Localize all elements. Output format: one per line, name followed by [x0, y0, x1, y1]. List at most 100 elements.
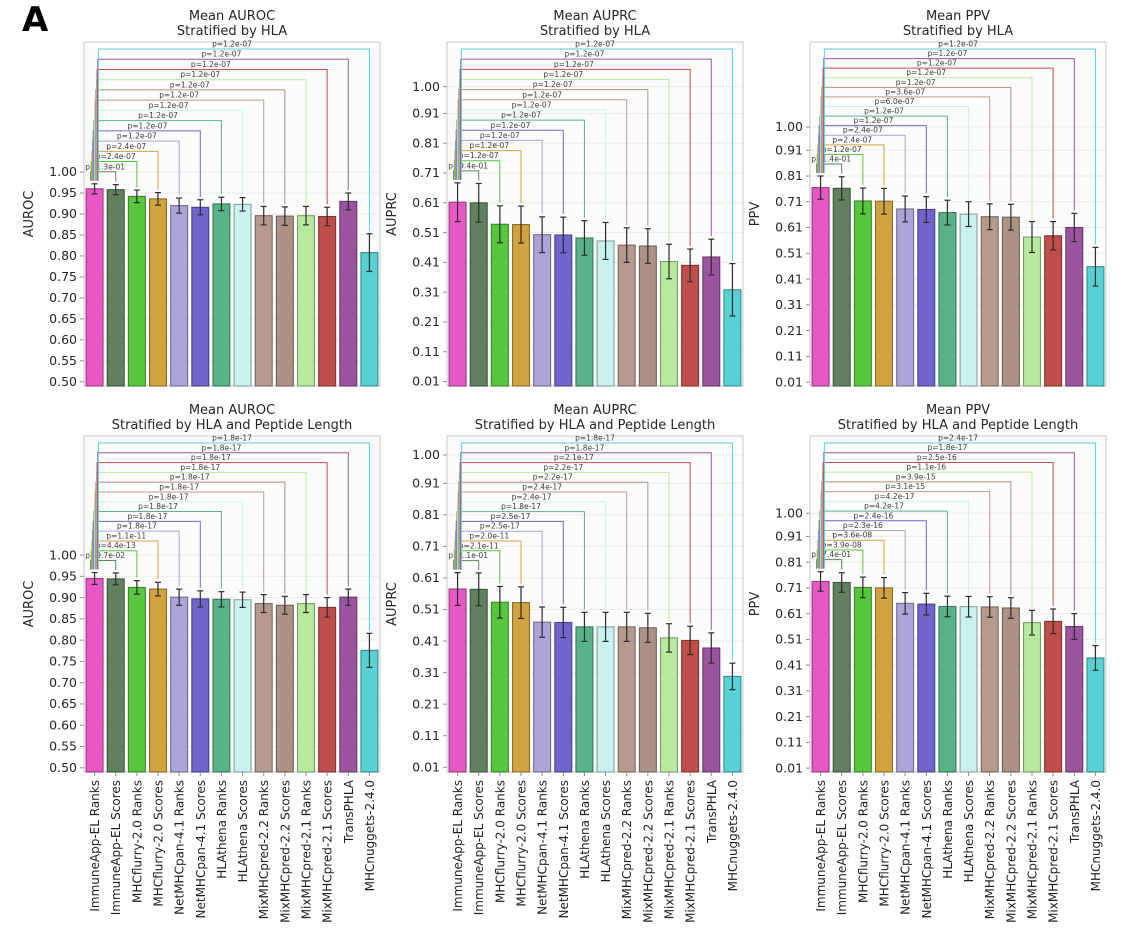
bar: [533, 621, 552, 773]
bar: [874, 587, 894, 773]
x-tick-label: HLAthena Ranks: [941, 780, 955, 879]
bar: [896, 208, 915, 387]
significance-bracket: [823, 442, 1096, 643]
bar: [702, 647, 721, 773]
significance-bracket: [818, 520, 927, 591]
significance-bracket: [90, 550, 138, 578]
x-tick-label-group: MHCnuggets-2.4.0: [363, 780, 377, 891]
p-value-label: p=2.3e-16: [843, 521, 883, 530]
significance-bracket: [90, 560, 117, 570]
bar: [832, 581, 851, 773]
significance-bracket: [93, 120, 222, 195]
bar: [853, 200, 872, 387]
y-tick-label: 0.85: [49, 227, 77, 242]
p-value-label: p=1.2e-07: [938, 40, 978, 49]
y-tick-label: 0.61: [775, 220, 803, 235]
p-value-label: p=1.8e-17: [117, 522, 157, 531]
significance-bracket: [459, 68, 691, 246]
bar: [1022, 236, 1042, 387]
significance-bracket: [93, 501, 244, 590]
p-value-label: p=1.3e-01: [85, 162, 125, 171]
p-value-label: p=1.8e-17: [202, 443, 242, 452]
bar: [448, 588, 467, 773]
bar: [296, 215, 316, 387]
significance-bracket: [819, 500, 970, 594]
bar: [575, 626, 594, 773]
bar: [339, 596, 358, 773]
x-tick-label: MHCnuggets-2.4.0: [363, 780, 377, 891]
y-axis-label: PPV: [748, 592, 763, 617]
bar: [874, 200, 894, 387]
x-tick-label: ImmuneApp-EL Ranks: [88, 780, 102, 912]
x-tick-label: MixMHCpred-2.1 Scores: [1047, 780, 1061, 923]
y-tick-label: 0.61: [412, 570, 440, 585]
significance-bracket: [453, 160, 501, 203]
p-value-label: p=1.2e-07: [117, 132, 157, 141]
significance-bracket: [823, 48, 1096, 245]
p-value-label: p=2.4e-07: [832, 135, 872, 144]
significance-bracket: [818, 134, 906, 194]
bar: [233, 599, 252, 773]
p-value-label: p=2.5e-17: [491, 512, 531, 521]
chart-auprc-hla: 0.01 0.11 0.21 0.31 0.41 0.51 0.61 0.71 0.81 0.91…: [385, 9, 744, 389]
bar: [723, 675, 742, 773]
chart-title-line1: Mean PPV: [926, 403, 990, 418]
x-tick-label: TransPHLA: [342, 779, 356, 844]
x-tick-label-group: NetMHCpan-4.1 Scores: [194, 780, 208, 919]
y-tick-label: 0.11: [775, 735, 803, 750]
y-tick-label: 0.91: [412, 476, 440, 491]
significance-bracket: [93, 109, 244, 195]
y-axis-label: PPV: [748, 202, 763, 227]
x-tick-label: HLAthena Scores: [962, 780, 976, 882]
bar: [917, 208, 936, 387]
x-tick-label-group: MHCflurry-2.0 Ranks: [856, 780, 870, 903]
plot-border: [83, 41, 381, 387]
y-tick-label: 0.80: [49, 248, 77, 263]
y-tick-label: 1.00: [412, 79, 440, 94]
significance-bracket: [816, 163, 843, 174]
chart-ppv-hla-peplen: 0.01 0.11 0.21 0.31 0.41 0.51 0.61 0.71 0.81 0.91…: [748, 403, 1107, 923]
bar: [339, 200, 358, 387]
chart-title-line1: Mean AUROC: [189, 9, 275, 24]
y-tick-label: 0.65: [49, 311, 77, 326]
bar: [85, 577, 104, 773]
x-tick-label: MixMHCpred-2.1 Scores: [321, 780, 335, 923]
x-tick-label-group: HLAthena Ranks: [215, 780, 229, 879]
significance-bracket: [823, 58, 1075, 211]
bar: [127, 195, 146, 387]
x-tick-label: NetMHCpan-4.1 Scores: [194, 780, 208, 919]
p-value-label: p=7.4e-01: [811, 550, 851, 559]
chart-title-line1: Mean AUPRC: [553, 403, 636, 418]
x-tick-label: ImmuneApp-EL Scores: [472, 780, 486, 915]
y-tick-label: 0.50: [49, 760, 77, 775]
x-tick-label-group: NetMHCpan-4.1 Ranks: [536, 780, 550, 915]
p-value-label: p=1.8e-17: [149, 492, 189, 501]
chart-title-line1: Mean AUROC: [189, 403, 275, 418]
x-tick-label: NetMHCpan-4.1 Ranks: [173, 780, 187, 915]
bar: [938, 605, 957, 773]
significance-bracket: [819, 115, 948, 198]
x-tick-label: TransPHLA: [1068, 779, 1082, 844]
p-value-label: p=1.8e-17: [575, 434, 615, 443]
p-value-label: p=2.0e-11: [469, 532, 509, 541]
p-value-label: p=1.4e-01: [811, 154, 851, 163]
bar: [148, 588, 168, 773]
x-tick-label-group: HLAthena Ranks: [578, 780, 592, 879]
y-tick-label: 0.65: [49, 696, 77, 711]
p-value-label: p=2.4e-07: [843, 126, 883, 135]
bar: [318, 606, 337, 773]
bar: [191, 206, 210, 387]
p-value-label: p=1.2e-07: [554, 60, 594, 69]
x-tick-label: ImmuneApp-EL Ranks: [451, 780, 465, 912]
x-tick-label: MHCnuggets-2.4.0: [1089, 780, 1103, 891]
significance-bracket: [820, 96, 991, 201]
y-tick-label: 0.81: [412, 135, 440, 150]
p-value-label: p=2.1e-11: [459, 541, 499, 550]
significance-bracket: [94, 99, 265, 204]
x-tick-label-group: ImmuneApp-EL Ranks: [814, 780, 828, 912]
p-value-label: p=1.1e-11: [106, 531, 146, 540]
bar: [938, 212, 957, 387]
bar: [617, 626, 636, 773]
bar: [617, 244, 636, 387]
x-tick-label: ImmuneApp-EL Scores: [835, 780, 849, 915]
